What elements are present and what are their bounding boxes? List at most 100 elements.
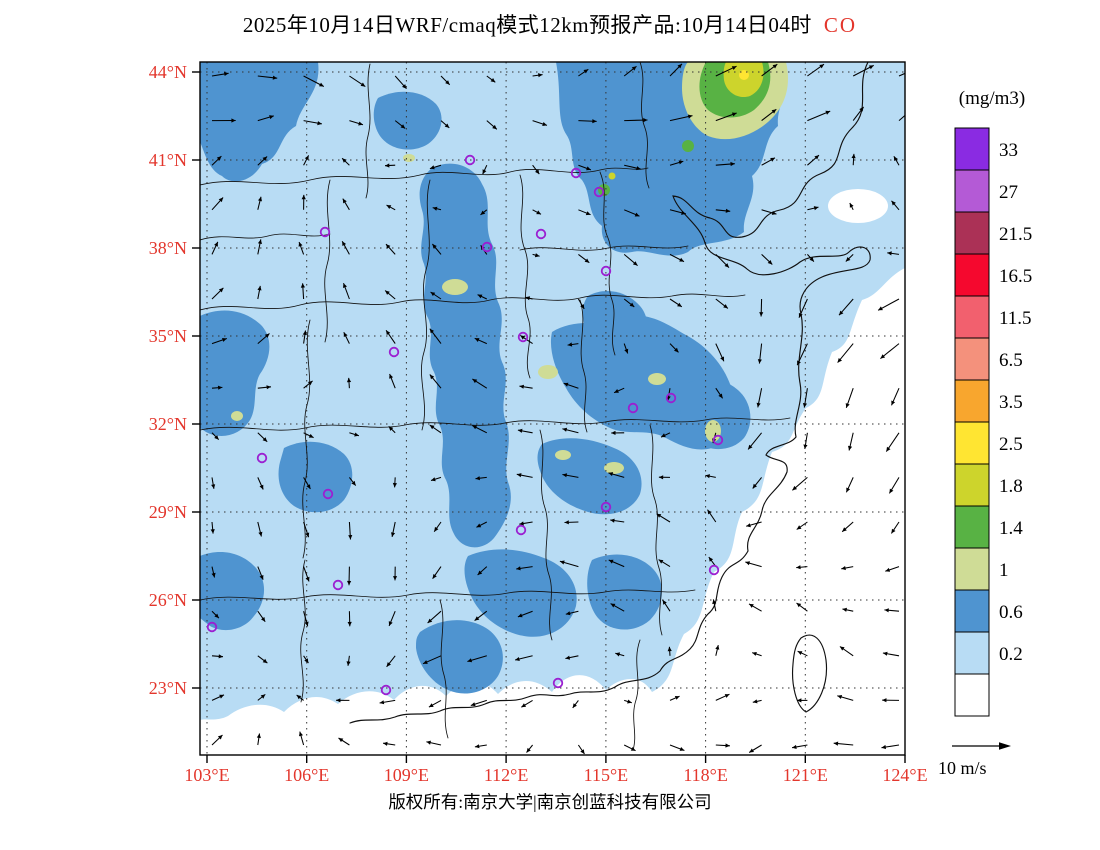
wind-arrowhead (262, 156, 268, 161)
wind-arrowhead (629, 302, 635, 307)
wind-arrowhead (477, 570, 483, 575)
figure-title-text: 2025年10月14日WRF/cmaq模式12km预报产品:10月14日04时 (242, 13, 812, 37)
colorbar-label: 1.8 (999, 476, 1023, 497)
wind-arrowhead (515, 657, 520, 661)
wind-arrowhead (351, 480, 356, 486)
wind-arrowhead (393, 576, 398, 581)
wind-arrowhead (792, 485, 797, 491)
boundary-line (639, 62, 650, 189)
wind-arrowhead (262, 658, 268, 664)
station-marker (708, 564, 720, 576)
wind-arrowhead (624, 348, 629, 354)
colorbar-label: 6.5 (999, 350, 1023, 371)
wind-arrowhead (386, 330, 391, 335)
wind-arrowhead (730, 161, 735, 167)
boundary-line (539, 429, 553, 641)
wind-arrowhead (884, 608, 889, 613)
boundary-line (200, 293, 746, 311)
wind-arrowhead (444, 123, 450, 128)
wind-arrowhead (308, 433, 314, 438)
wind-arrowhead (266, 385, 271, 390)
wind-arrowhead (667, 646, 672, 652)
wind-arrowhead (360, 82, 366, 87)
wind-arrowhead (346, 377, 352, 383)
wind-arrowhead (891, 400, 896, 406)
boundary-line (300, 559, 306, 703)
lat-tick-label: 44°N (149, 62, 187, 82)
wind-arrowhead (516, 473, 522, 478)
wind-arrowhead (661, 433, 666, 438)
wind-arrowhead (386, 662, 391, 667)
field-spot (682, 140, 694, 152)
wind-arrowhead (757, 359, 762, 364)
wind-arrowhead (592, 119, 597, 124)
wind-arrowhead (300, 283, 305, 288)
wind-arrowhead (679, 257, 684, 262)
wind-arrowhead (429, 165, 435, 170)
province-boundaries (200, 62, 871, 751)
colorbar-label: 2.5 (999, 434, 1023, 455)
boundary-line (421, 179, 431, 431)
wind-arrowhead (474, 616, 480, 621)
wind-arrowhead (379, 700, 385, 705)
colorbar-segment (954, 295, 990, 339)
station-marker (464, 154, 476, 166)
wind-arrowhead (707, 509, 712, 515)
wind-arrowhead (386, 244, 391, 249)
field-region (464, 549, 577, 637)
field-spot (604, 462, 624, 474)
lon-tick-label: 112°E (484, 765, 529, 785)
wind-arrowhead (796, 565, 801, 570)
wind-arrow (898, 114, 905, 121)
boundary-line (200, 233, 331, 241)
wind-arrowhead (385, 290, 390, 295)
wind-arrowhead (269, 115, 274, 120)
wind-arrowhead (526, 747, 531, 753)
wind-arrowhead (472, 379, 478, 384)
station-marker (517, 331, 529, 343)
wind-arrowhead (658, 559, 664, 564)
lon-tick-label: 124°E (882, 765, 927, 785)
wind-arrowhead (534, 253, 540, 258)
wind-arrowhead (567, 342, 573, 347)
wind-arrowhead (562, 427, 568, 432)
wind-arrowhead (580, 304, 585, 309)
wind-arrowhead (677, 302, 682, 307)
colorbar-label: 1 (999, 560, 1009, 581)
lat-tick-label: 26°N (149, 590, 187, 610)
wind-arrowhead (214, 241, 218, 247)
wind-arrowhead (725, 743, 730, 748)
wind-arrow (898, 72, 905, 77)
wind-arrowhead (614, 389, 619, 393)
boundary-line (200, 589, 696, 601)
wind-arrowhead (677, 63, 682, 69)
lon-tick-label: 121°E (783, 765, 828, 785)
colorbar-segment (954, 631, 990, 675)
wind-arrowhead (338, 738, 344, 743)
colorbar-segment (954, 589, 990, 633)
wind-arrowhead (749, 748, 754, 753)
wind-arrowhead (434, 526, 439, 532)
wind-arrowhead (636, 166, 641, 171)
wind-arrowhead (752, 699, 758, 704)
wind-arrowhead (842, 607, 847, 612)
wind-arrowhead (520, 335, 526, 340)
wind-arrowhead (482, 169, 487, 175)
wind-reference-label: 10 m/s (938, 758, 987, 778)
wind-arrowhead (809, 257, 814, 262)
wind-arrowhead (770, 157, 775, 162)
wind-arrowhead (772, 64, 778, 69)
wind-arrowhead (845, 257, 851, 262)
wind-arrowhead (562, 473, 568, 478)
wind-arrowhead (796, 603, 802, 608)
wind-arrowhead (492, 124, 497, 130)
colorbar-segment (954, 169, 990, 213)
wind-arrowhead (445, 80, 450, 85)
axis-tick-labels: 44°N 41°N 38°N 35°N 32°N 29°N 26°N 23°N 103°E 106… (149, 62, 928, 785)
wind-arrowhead (536, 210, 541, 215)
wind-arrowhead (432, 244, 437, 249)
wind-arrowhead (259, 484, 264, 490)
wind-arrowhead (632, 261, 638, 266)
wind-arrowhead (752, 483, 757, 489)
wind-arrowhead (802, 403, 807, 408)
